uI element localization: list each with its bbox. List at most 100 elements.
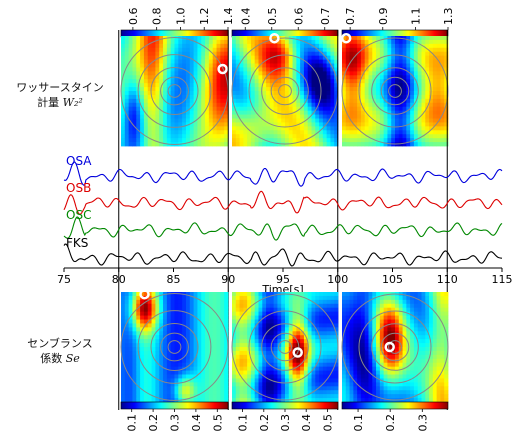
heatmap-cell (372, 75, 377, 80)
heatmap-cell (212, 386, 217, 391)
heatmap-cell (432, 39, 438, 45)
heatmap-cell (216, 311, 221, 316)
heatmap-cell (185, 339, 191, 344)
heatmap-cell (444, 110, 449, 115)
heatmap-cell (421, 350, 426, 356)
heatmap-cell (334, 315, 339, 320)
heatmap-cell (406, 331, 411, 336)
heatmap-cell (322, 43, 328, 49)
heatmap-cell (398, 335, 403, 340)
heatmap-cell (440, 350, 445, 356)
heatmap-cell (254, 362, 259, 368)
heatmap-cell (132, 114, 137, 119)
heatmap-cell (277, 138, 282, 143)
heatmap-cell (364, 315, 369, 320)
heatmap-cell (208, 43, 214, 49)
heatmap-cell (254, 94, 259, 100)
heatmap-cell (379, 331, 385, 336)
heatmap-cell (425, 98, 430, 104)
heatmap-cell (421, 319, 426, 324)
heatmap-cell (432, 118, 438, 123)
heatmap-cell (410, 47, 415, 53)
heatmap-cell (132, 382, 137, 387)
heatmap-cell (121, 118, 126, 123)
heatmap-cell (376, 295, 381, 301)
heatmap-cell (193, 102, 198, 108)
heatmap-cell (159, 295, 164, 301)
heatmap-cell (159, 36, 164, 41)
heatmap-cell (360, 98, 366, 104)
heatmap-cell (185, 331, 191, 336)
heatmap-cell (387, 319, 392, 324)
heatmap-cell (232, 343, 237, 348)
heatmap-cell (417, 67, 422, 72)
heatmap-cell (197, 366, 202, 371)
heatmap-cell (349, 347, 354, 352)
heatmap-cell (383, 47, 388, 53)
heatmap-cell (379, 43, 385, 49)
heatmap-cell (273, 398, 278, 403)
heatmap-cell (212, 350, 217, 356)
heatmap-cell (155, 339, 160, 344)
heatmap-cell (232, 398, 237, 403)
heatmap-cell (170, 292, 175, 297)
heatmap-cell (201, 114, 206, 119)
heatmap-cell (413, 83, 419, 88)
heatmap-cell (273, 370, 278, 375)
heatmap-cell (212, 55, 217, 60)
heatmap-cell (170, 79, 175, 84)
heatmap-cell (429, 118, 434, 123)
heatmap-cell (357, 358, 362, 364)
heatmap-cell (250, 51, 256, 57)
heatmap-cell (277, 311, 282, 316)
heatmap-cell (387, 126, 392, 131)
heatmap-cell (292, 47, 297, 53)
heatmap-cell (360, 323, 366, 328)
heatmap-cell (140, 382, 145, 387)
heatmap-cell (357, 122, 362, 127)
heatmap-cell (266, 63, 271, 68)
heatmap-cell (197, 106, 202, 112)
heatmap-cell (364, 292, 369, 297)
heatmap-cell (402, 55, 407, 60)
heatmap-cell (121, 350, 126, 356)
heatmap-cell (326, 382, 331, 387)
heatmap-cell (330, 83, 335, 88)
heatmap-cell (201, 331, 206, 336)
heatmap-cell (174, 295, 179, 301)
heatmap-cell (281, 319, 286, 324)
heatmap-cell (379, 94, 385, 100)
heatmap-cell (303, 323, 309, 328)
heatmap-cell (185, 335, 191, 340)
heatmap-cell (319, 319, 324, 324)
heatmap-cell (269, 319, 275, 324)
heatmap-cell (353, 47, 358, 53)
heatmap-cell (440, 358, 445, 364)
heatmap-cell (132, 354, 137, 360)
heatmap-cell (235, 118, 240, 123)
heatmap-cell (151, 358, 156, 364)
heatmap-cell (266, 98, 271, 104)
heatmap-cell (429, 94, 434, 100)
heatmap-cell (182, 370, 187, 375)
heatmap-cell (269, 36, 275, 41)
heatmap-cell (247, 102, 252, 108)
heatmap-cell (212, 75, 217, 80)
heatmap-cell (334, 339, 339, 344)
heatmap-cell (193, 71, 198, 76)
heatmap-cell (224, 110, 229, 115)
heatmap-cell (201, 362, 206, 368)
heatmap-cell (432, 102, 438, 108)
heatmap-cell (307, 303, 312, 309)
heatmap-cell (258, 299, 263, 305)
heatmap-cell (189, 339, 195, 344)
heatmap-cell (132, 319, 137, 324)
heatmap-cell (258, 94, 263, 100)
heatmap-cell (147, 63, 152, 68)
heatmap-cell (216, 142, 221, 147)
heatmap-cell (140, 39, 145, 45)
heatmap-cell (147, 311, 152, 316)
heatmap-cell (124, 102, 130, 108)
heatmap-cell (319, 67, 324, 72)
heatmap-cell (143, 323, 149, 328)
